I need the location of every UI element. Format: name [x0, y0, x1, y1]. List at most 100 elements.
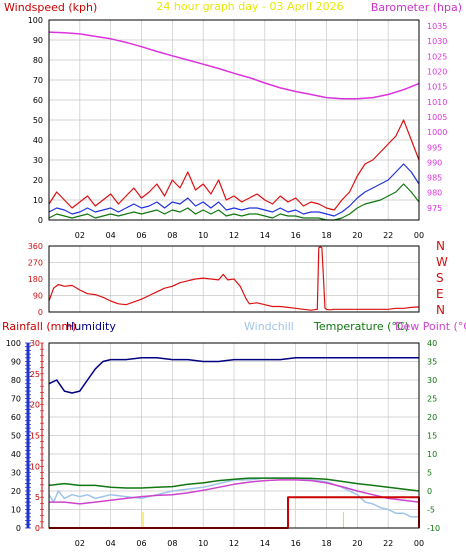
rain-x-tick-label: 10: [198, 539, 208, 548]
wind-x-tick-label: 16: [291, 231, 301, 240]
windspeed-tick-label: 70: [33, 76, 43, 85]
rain-series-temperature-c: [48, 477, 420, 492]
wind-plot-frame: [48, 19, 420, 221]
wind-series-lull: [48, 183, 420, 221]
barometer-tick-label: 975: [427, 204, 442, 213]
temperature-tick-label: 40: [427, 339, 437, 348]
rain-x-tick-label: 04: [106, 539, 116, 548]
temperature-tick-label: 10: [427, 450, 437, 459]
windspeed-tick-label: 50: [33, 116, 43, 125]
barometer-tick-label: 1015: [427, 83, 447, 92]
barometer-tick-label: 1000: [427, 128, 447, 137]
windspeed-tick-label: 80: [33, 56, 43, 65]
barometer-tick-label: 1035: [427, 22, 447, 31]
wind-x-tick-label: 08: [167, 231, 177, 240]
legend-rainfall: Rainfall (mm): [2, 320, 76, 333]
wind-x-tick-label: 22: [383, 231, 393, 240]
wind-x-tick-label: 02: [75, 231, 85, 240]
rain-x-tick-label: 08: [167, 539, 177, 548]
wind-x-tick-label: 00: [414, 231, 424, 240]
rain-x-tick-label: 00: [414, 539, 424, 548]
humidity-tick-label: 60: [11, 413, 21, 422]
direction-series-direction: [48, 246, 420, 311]
direction-tick-label: 0: [38, 308, 43, 317]
temperature-tick-label: 35: [427, 358, 437, 367]
humidity-tick-label: 80: [11, 376, 21, 385]
humidity-tick-label: 40: [11, 450, 21, 459]
rain-series-humidity: [48, 357, 419, 394]
rain-x-tick-label: 14: [260, 539, 270, 548]
compass-label-w: W: [436, 255, 448, 269]
humidity-tick-label: 70: [11, 395, 21, 404]
rainfall-tick-label: 20: [30, 401, 40, 410]
temperature-tick-label: 25: [427, 395, 437, 404]
humidity-tick-label: 20: [11, 487, 21, 496]
temperature-tick-label: -5: [427, 506, 435, 515]
windspeed-axis-title: Windspeed (kph): [4, 1, 97, 14]
barometer-tick-label: 1005: [427, 113, 447, 122]
windspeed-tick-label: 0: [38, 216, 43, 225]
windspeed-tick-label: 60: [33, 96, 43, 105]
windspeed-tick-label: 40: [33, 136, 43, 145]
humidity-tick-label: 10: [11, 506, 21, 515]
humidity-tick-label: 90: [11, 358, 21, 367]
legend-windchill: Windchill: [244, 320, 294, 333]
wind-x-tick-label: 20: [352, 231, 362, 240]
windspeed-tick-label: 100: [28, 16, 43, 25]
direction-tick-label: 180: [28, 275, 43, 284]
direction-tick-label: 270: [28, 259, 43, 268]
legend-dewpoint: Dew Point (°C): [395, 320, 466, 333]
legend-temperature: Temperature (°C): [313, 320, 409, 333]
windspeed-tick-label: 10: [33, 196, 43, 205]
wind-x-tick-label: 18: [321, 231, 331, 240]
wind-x-tick-label: 14: [260, 231, 270, 240]
barometer-tick-label: 990: [427, 158, 442, 167]
humidity-tick-label: 50: [11, 432, 21, 441]
temperature-tick-label: 0: [427, 487, 432, 496]
wind-x-tick-label: 12: [229, 231, 239, 240]
wind-series-gust: [48, 119, 420, 211]
compass-label-n-bottom: N: [436, 303, 445, 317]
wind-x-tick-label: 06: [136, 231, 146, 240]
direction-tick-label: 90: [33, 292, 43, 301]
windspeed-tick-label: 20: [33, 176, 43, 185]
rain-x-tick-label: 22: [383, 539, 393, 548]
direction-plot-frame: [48, 245, 420, 313]
temperature-tick-label: 15: [427, 432, 437, 441]
frame-layer: [25, 19, 420, 529]
rainfall-tick-label: 30: [30, 339, 40, 348]
wind-series-barometer: [48, 31, 420, 100]
barometer-tick-label: 1020: [427, 68, 447, 77]
windspeed-tick-label: 30: [33, 156, 43, 165]
series-layer: [48, 31, 420, 529]
rain-x-tick-label: 18: [321, 539, 331, 548]
temperature-tick-label: 20: [427, 413, 437, 422]
chart-title: 24 hour graph day - 03 April 2026: [156, 0, 343, 13]
barometer-tick-label: 1010: [427, 98, 447, 107]
barometer-tick-label: 985: [427, 174, 442, 183]
rainfall-tick-label: 5: [35, 493, 40, 502]
direction-tick-label: 360: [28, 242, 43, 251]
barometer-tick-label: 980: [427, 189, 442, 198]
wind-x-tick-label: 04: [106, 231, 116, 240]
rain-x-tick-label: 02: [75, 539, 85, 548]
rain-x-tick-label: 20: [352, 539, 362, 548]
humidity-tick-label: 0: [16, 524, 21, 533]
compass-label-e: E: [436, 287, 444, 301]
rain-x-tick-label: 06: [136, 539, 146, 548]
barometer-tick-label: 995: [427, 143, 442, 152]
rain-series-dew-point-c: [49, 479, 420, 505]
humidity-tick-label: 100: [6, 339, 21, 348]
legend-humidity: Humidity: [66, 320, 116, 333]
humidity-tick-label: 30: [11, 469, 21, 478]
compass-label-s: S: [436, 271, 444, 285]
rainfall-tick-label: 0: [35, 524, 40, 533]
rainfall-tick-label: 15: [30, 432, 40, 441]
temperature-tick-label: -10: [427, 524, 440, 533]
wind-series-average: [48, 163, 420, 217]
rainfall-tick-label: 10: [30, 462, 40, 471]
rain-x-tick-label: 12: [229, 539, 239, 548]
temperature-tick-label: 30: [427, 376, 437, 385]
windspeed-tick-label: 90: [33, 36, 43, 45]
